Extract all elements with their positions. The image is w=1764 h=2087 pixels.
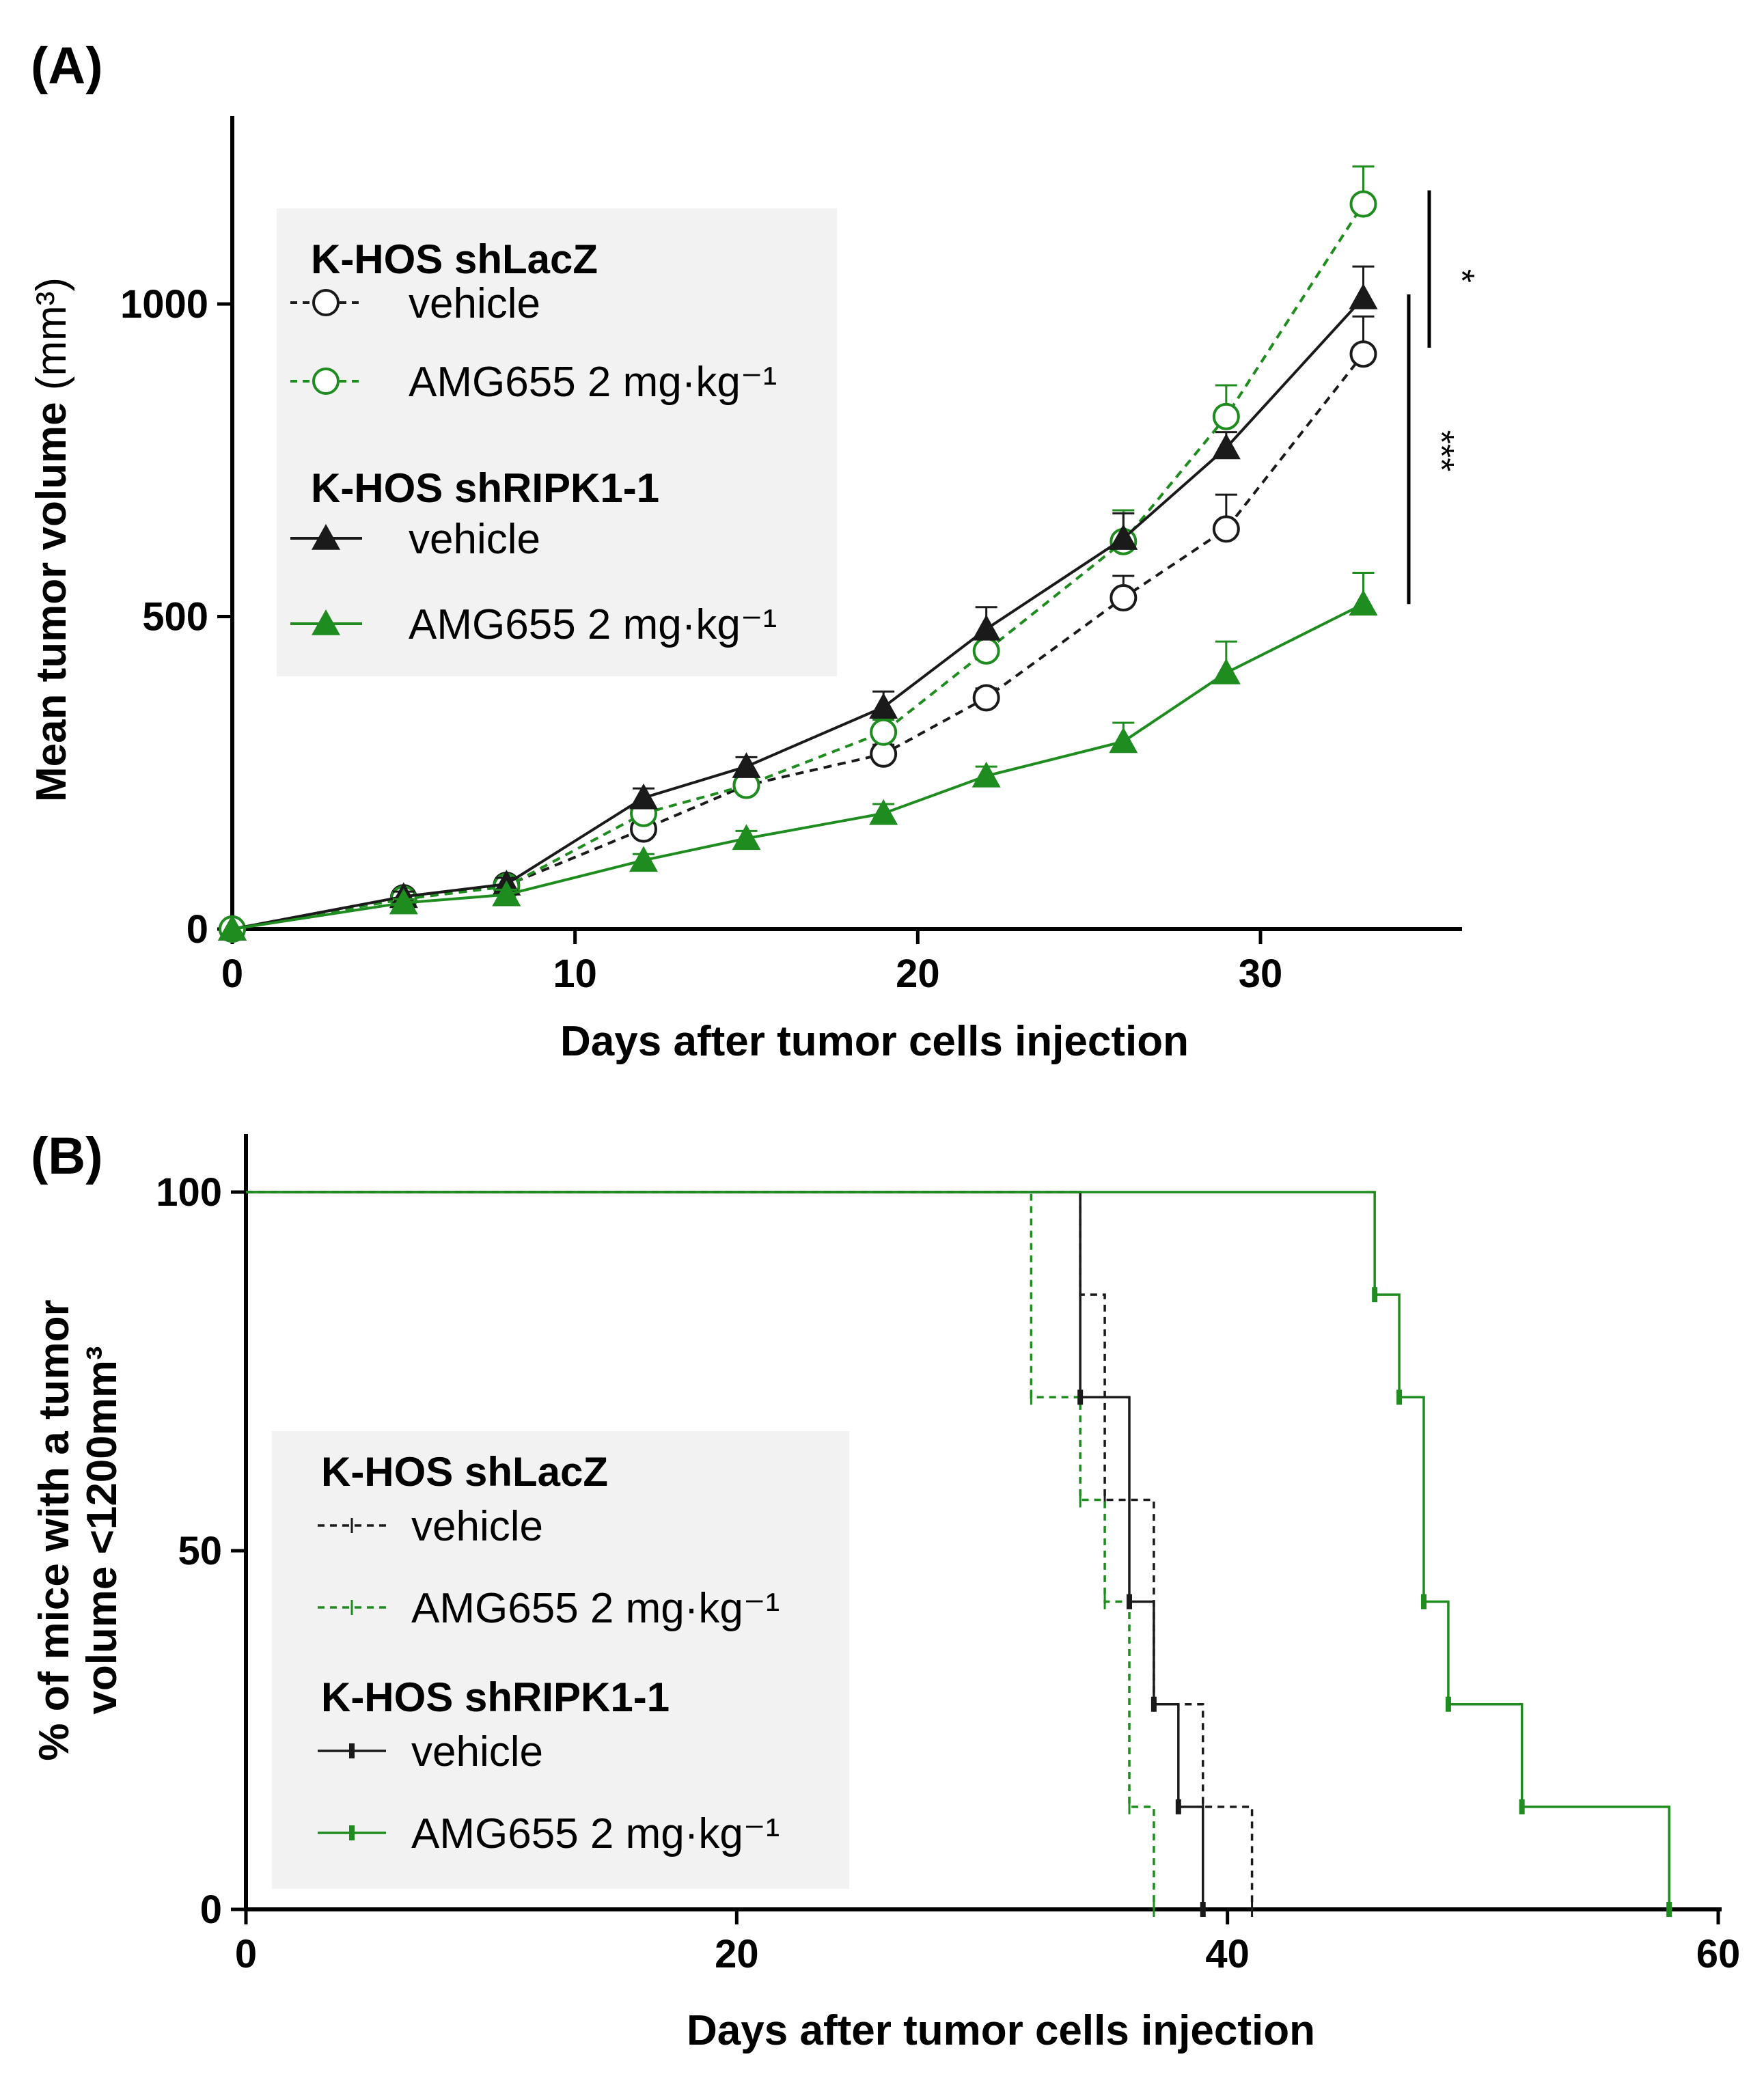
b-x-tick-label: 40 — [1205, 1932, 1250, 1976]
a-significance-label-group: * — [1442, 269, 1481, 283]
a-data-point — [218, 915, 247, 941]
a-y-tick-label: 0 — [187, 907, 208, 952]
b-legend-entry: AMG655 2 mg·kg⁻¹ — [411, 1810, 780, 1857]
b-survival-step — [246, 1191, 1204, 1909]
panel-a-label: (A) — [31, 37, 103, 95]
b-y-tick-label: 100 — [156, 1170, 222, 1215]
panel-b-label: (B) — [31, 1127, 103, 1185]
panel-a-y-axis-title: Mean tumor volume (mm³) — [28, 277, 75, 802]
a-data-point — [869, 799, 898, 825]
a-series-line — [232, 603, 1364, 930]
b-legend-entry: AMG655 2 mg·kg⁻¹ — [411, 1585, 780, 1632]
a-data-point — [629, 846, 658, 872]
b-x-tick-label: 60 — [1696, 1932, 1741, 1976]
a-data-point — [1109, 524, 1138, 550]
a-legend-swatch-marker — [312, 609, 340, 635]
a-data-point — [492, 880, 521, 907]
a-x-tick-label: 20 — [896, 952, 940, 996]
a-series-3 — [218, 571, 1378, 941]
b-legend-entry: vehicle — [411, 1503, 543, 1550]
b-x-tick-label: 20 — [715, 1932, 759, 1976]
a-legend-entry: AMG655 2 mg·kg⁻¹ — [409, 601, 777, 648]
panel-b-axes: 0 20 40 60 0 50 100 — [156, 1134, 1740, 1976]
a-data-point — [869, 693, 898, 719]
a-data-point — [1349, 590, 1378, 616]
panel-b-series — [246, 1191, 1672, 1917]
panel-a-significance: **** — [1407, 190, 1481, 605]
panel-b-y-axis-title-line1: % of mice with a tumor — [31, 1299, 78, 1760]
b-series-3 — [246, 1191, 1672, 1917]
a-data-point — [972, 684, 1000, 712]
a-x-tick-label: 0 — [221, 952, 243, 996]
a-legend-group-title: K-HOS shLacZ — [311, 236, 598, 282]
panel-a-y-axis-title-main: Mean tumor volume — [28, 402, 75, 802]
a-data-point — [1349, 283, 1378, 309]
a-x-tick-label: 10 — [553, 952, 597, 996]
b-legend-group-title: K-HOS shLacZ — [321, 1449, 608, 1495]
b-x-tick-label: 0 — [235, 1932, 257, 1976]
a-data-point — [629, 783, 658, 810]
panel-b: (B) 0 20 40 60 0 50 100 K-HOS shLacZ vehicle AMG… — [31, 1127, 1740, 2054]
a-y-tick-label: 500 — [142, 595, 208, 639]
panel-a-x-axis-title: Days after tumor cells injection — [560, 1018, 1189, 1065]
a-y-tick-label: 1000 — [120, 282, 208, 327]
a-legend-swatch-marker — [312, 289, 340, 316]
a-significance-label-group: *** — [1421, 430, 1461, 472]
b-y-tick-label: 0 — [200, 1888, 222, 1932]
a-data-point — [732, 824, 761, 851]
panel-b-legend: K-HOS shLacZ vehicle AMG655 2 mg·kg⁻¹ K-HOS… — [272, 1431, 849, 1889]
panel-b-x-axis-title: Days after tumor cells injection — [687, 2007, 1315, 2054]
a-legend-swatch-marker — [312, 524, 340, 550]
a-legend-box — [277, 208, 837, 676]
a-legend-entry: vehicle — [409, 280, 540, 327]
panel-a-y-axis-unit: (mm³) — [28, 277, 75, 390]
panel-b-y-axis-title-line2: volume <1200mm³ — [79, 1346, 126, 1714]
panel-a-series — [218, 165, 1378, 943]
a-legend-entry: AMG655 2 mg·kg⁻¹ — [409, 359, 777, 406]
a-data-point — [1212, 515, 1240, 543]
a-significance-label: * — [1442, 269, 1481, 283]
a-data-point — [1211, 433, 1241, 460]
b-y-tick-label: 50 — [178, 1529, 222, 1573]
b-series-2 — [246, 1191, 1206, 1917]
a-data-point — [972, 637, 1000, 665]
a-data-point — [1109, 727, 1138, 754]
a-data-point — [870, 718, 898, 746]
a-legend-group-title: K-HOS shRIPK1-1 — [311, 465, 659, 511]
a-data-point — [971, 614, 1001, 641]
a-data-point — [1349, 340, 1377, 368]
a-data-point — [1110, 584, 1138, 612]
b-legend-group-title: K-HOS shRIPK1-1 — [321, 1674, 670, 1720]
a-x-tick-label: 30 — [1239, 952, 1283, 996]
panel-a-axes: 0 10 20 30 0 500 1000 — [120, 116, 1462, 996]
b-legend-entry: vehicle — [411, 1728, 543, 1775]
b-legend-box — [272, 1431, 849, 1889]
a-legend-swatch-marker — [312, 368, 340, 395]
a-data-point — [971, 761, 1001, 788]
a-series-line — [232, 353, 1365, 930]
b-survival-step — [246, 1191, 1155, 1909]
a-significance-label: *** — [1421, 430, 1461, 472]
a-data-point — [389, 888, 418, 915]
a-series-line — [232, 296, 1364, 930]
a-legend-entry: vehicle — [409, 516, 540, 563]
a-data-point — [1349, 190, 1377, 218]
a-data-point — [1211, 658, 1241, 685]
b-series-1 — [246, 1191, 1155, 1917]
a-data-point — [1212, 402, 1240, 430]
a-data-point — [732, 752, 761, 778]
